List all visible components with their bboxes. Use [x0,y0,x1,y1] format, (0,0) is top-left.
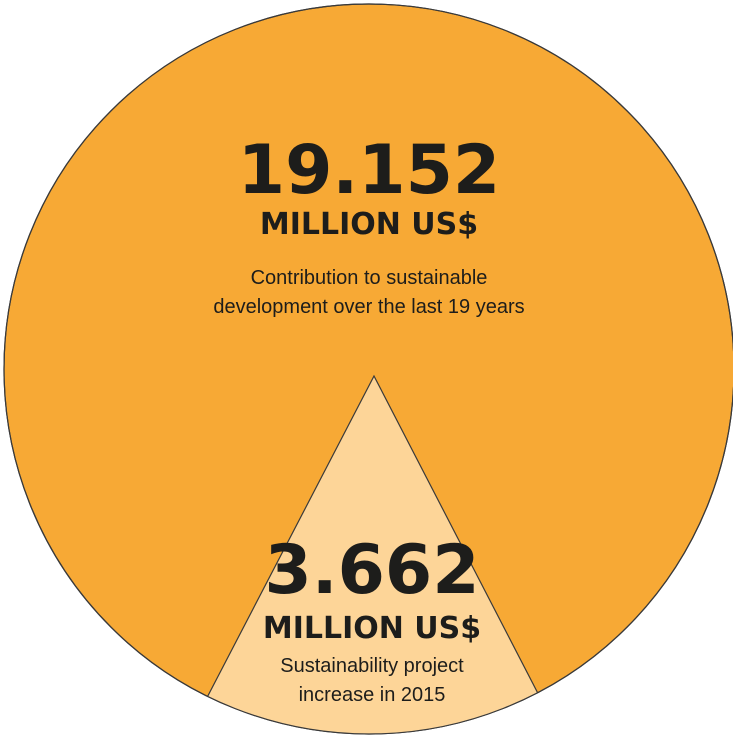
total-description-line2: development over the last 19 years [213,296,524,318]
increase-description-line1: Sustainability project [280,655,464,677]
total-value: 19.152 [238,131,500,210]
total-circle-outline [3,3,733,735]
increase-triangle [185,374,562,734]
total-unit: MILLION US$ [260,207,478,242]
increase-unit: MILLION US$ [263,611,481,646]
increase-value: 3.662 [264,531,479,610]
increase-description-line2: increase in 2015 [299,684,446,706]
total-description-line1: Contribution to sustainable [251,267,488,289]
